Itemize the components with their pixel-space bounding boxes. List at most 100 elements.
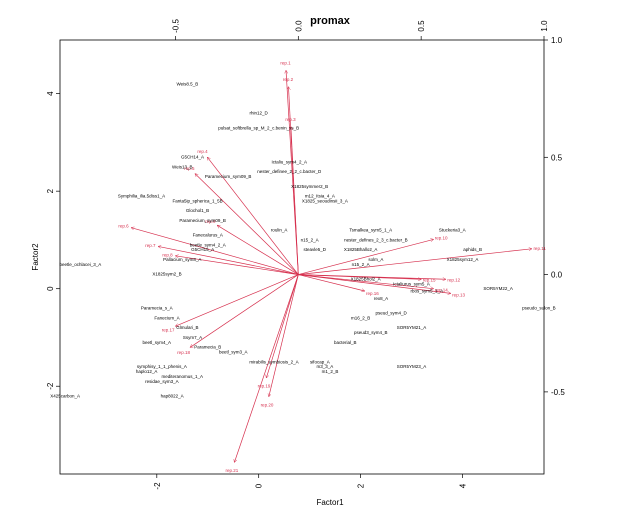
right-axis-tick-label: 0.5: [551, 153, 563, 162]
point-label: X1825symmer2_B: [291, 184, 328, 189]
plot-frame: [59, 39, 545, 475]
point-label: X1825Bhallo2_A: [344, 247, 378, 252]
loading-arrow: [298, 274, 421, 280]
loading-label: rep.1: [280, 61, 291, 66]
loading-label: rep.9: [205, 219, 216, 224]
point-label: X1825Bhol2_A: [351, 276, 381, 281]
point-label: haplo12_A: [136, 369, 158, 374]
point-label: Ictaliurus_sym5_A: [393, 281, 430, 286]
point-label: rhin12_D: [250, 111, 269, 116]
y-axis-tick-label: 0: [46, 286, 55, 291]
point-label: X1825_seoudinsii_3_A: [302, 198, 348, 203]
axes-layer: -2 0 2 4 -2 0 2 4 -0.5 0.0 0.5 1.0 -0.5 0.0 0.5 1.0: [46, 19, 565, 490]
loading-arrow: [266, 274, 299, 378]
top-axis-tick-label: 0.5: [417, 20, 426, 32]
point-label: symphisy_1_1_phenis_A: [137, 364, 187, 369]
y-axis-title: Factor2: [31, 243, 40, 271]
x-axis-tick-label: 2: [357, 483, 366, 488]
point-label: Ictaliu_sym4_2_A: [271, 159, 307, 164]
chart-title: promax: [310, 15, 351, 27]
loading-label: rep.12: [447, 278, 460, 283]
point-label: sifocap_A: [310, 359, 330, 364]
point-label: Paramecia_B: [194, 345, 221, 350]
point-label: steavle5_D: [303, 247, 326, 252]
point-label: G5CH14_A: [181, 155, 204, 160]
point-label: Tsmalkea_sym5_1_A: [349, 228, 392, 233]
point-label: m12_Itsia_4_A: [305, 194, 335, 199]
y-axis-tick-label: 4: [46, 91, 55, 96]
loading-label: rep.17: [162, 327, 175, 332]
point-label: Glmulari_B: [176, 325, 198, 330]
loading-label: rep.7: [145, 243, 156, 248]
loading-label: rep.20: [261, 402, 274, 407]
loading-arrow: [195, 174, 299, 275]
loading-arrow: [190, 274, 299, 348]
loading-label: rep.16: [366, 291, 379, 296]
loading-label: rep.8: [162, 253, 173, 258]
point-label: m16_2_B: [351, 315, 370, 320]
loading-label: rep.3: [285, 117, 296, 122]
point-label: X425carbon_A: [50, 393, 80, 398]
right-axis-tick-label: 0.0: [551, 271, 563, 280]
loading-vectors: rep.1 rep.2 rep.3 rep.4 rep.5 rep.6 rep.7 rep.8…: [118, 61, 546, 473]
point-label: X1825sym2_B: [152, 272, 181, 277]
point-label: Weis13_B: [172, 164, 192, 169]
point-label: X1825sym12_A: [447, 257, 479, 262]
loading-label: rep.6: [118, 224, 129, 229]
loading-label: rep.15: [423, 278, 436, 283]
point-label: residae_sym3_A: [145, 379, 179, 384]
point-label: rbos_sym5_1_A: [411, 289, 444, 294]
top-axis-tick-label: 0.0: [294, 20, 303, 32]
loading-label: rep.19: [258, 383, 271, 388]
point-label: Pallacium_sym8_A: [163, 257, 201, 262]
point-label: beetle_ochlacei_3_A: [59, 262, 101, 267]
point-label: roulin_A: [271, 228, 288, 233]
loading-label: rep.13: [452, 292, 465, 297]
x-axis-tick-label: -2: [153, 482, 162, 490]
point-label: Paramecium_sym09_B: [205, 174, 252, 179]
point-label: Fanecalurus_A: [193, 233, 223, 238]
point-label: Glochol1_B: [186, 208, 209, 213]
x-axis-tick-label: 4: [458, 483, 467, 488]
point-label: SOR5YM22_A: [483, 286, 513, 291]
point-label: SOR5YM21_A: [397, 325, 427, 330]
point-label: Weis8.5_B: [177, 81, 199, 86]
point-label: m3_3_A: [317, 364, 334, 369]
x-axis-tick-label: 0: [255, 483, 264, 488]
loading-arrow: [158, 246, 299, 275]
loading-arrow: [217, 225, 299, 275]
point-label: solm_A: [368, 257, 383, 262]
loading-arrow: [291, 127, 299, 275]
point-label: mediteranomus_1_A: [162, 374, 204, 379]
right-axis-tick-label: 1.0: [551, 36, 563, 45]
point-label: pulsat_softbrella_sp_M_2_c.benin_ss_B: [218, 125, 299, 130]
point-label: beetl_sym3_A: [219, 350, 248, 355]
loading-arrow: [175, 256, 299, 275]
top-axis-tick-label: 1.0: [540, 20, 549, 32]
point-label: Stuckeria3_A: [439, 228, 466, 233]
y-axis-tick-label: 2: [46, 188, 55, 193]
point-label: nester_defines_2_3_c.bacter_B: [344, 237, 408, 242]
loading-label: rep.10: [435, 235, 448, 240]
point-label: G5CH15_A: [191, 247, 214, 252]
point-label: rex8_A: [374, 296, 388, 301]
point-label: m1_2_B: [322, 369, 339, 374]
loading-label: rep.18: [177, 350, 190, 355]
loading-arrow: [298, 274, 433, 289]
loading-label: rep.4: [197, 149, 208, 154]
point-label: Paramecia_s_A: [141, 306, 173, 311]
observation-labels: Weis8.5_B rhin12_D pulsat_softbrella_sp_M_…: [50, 81, 555, 398]
point-label: nester_definee_2_2_c.bacter_D: [257, 169, 322, 174]
point-label: Ssym7_A: [183, 335, 202, 340]
loading-arrow: [175, 274, 299, 327]
point-label: Symphilia_ilia.5diss1_A: [118, 194, 165, 199]
loading-arrow: [298, 274, 450, 294]
x-axis-title: Factor1: [316, 498, 344, 507]
point-label: pseudo_sulon_B: [522, 306, 556, 311]
loading-arrow: [298, 239, 433, 275]
loading-arrow: [298, 274, 364, 291]
loading-label: rep.11: [533, 246, 546, 251]
point-label: hap8022_A: [161, 393, 184, 398]
point-label: pseud_sym4_D: [376, 311, 408, 316]
